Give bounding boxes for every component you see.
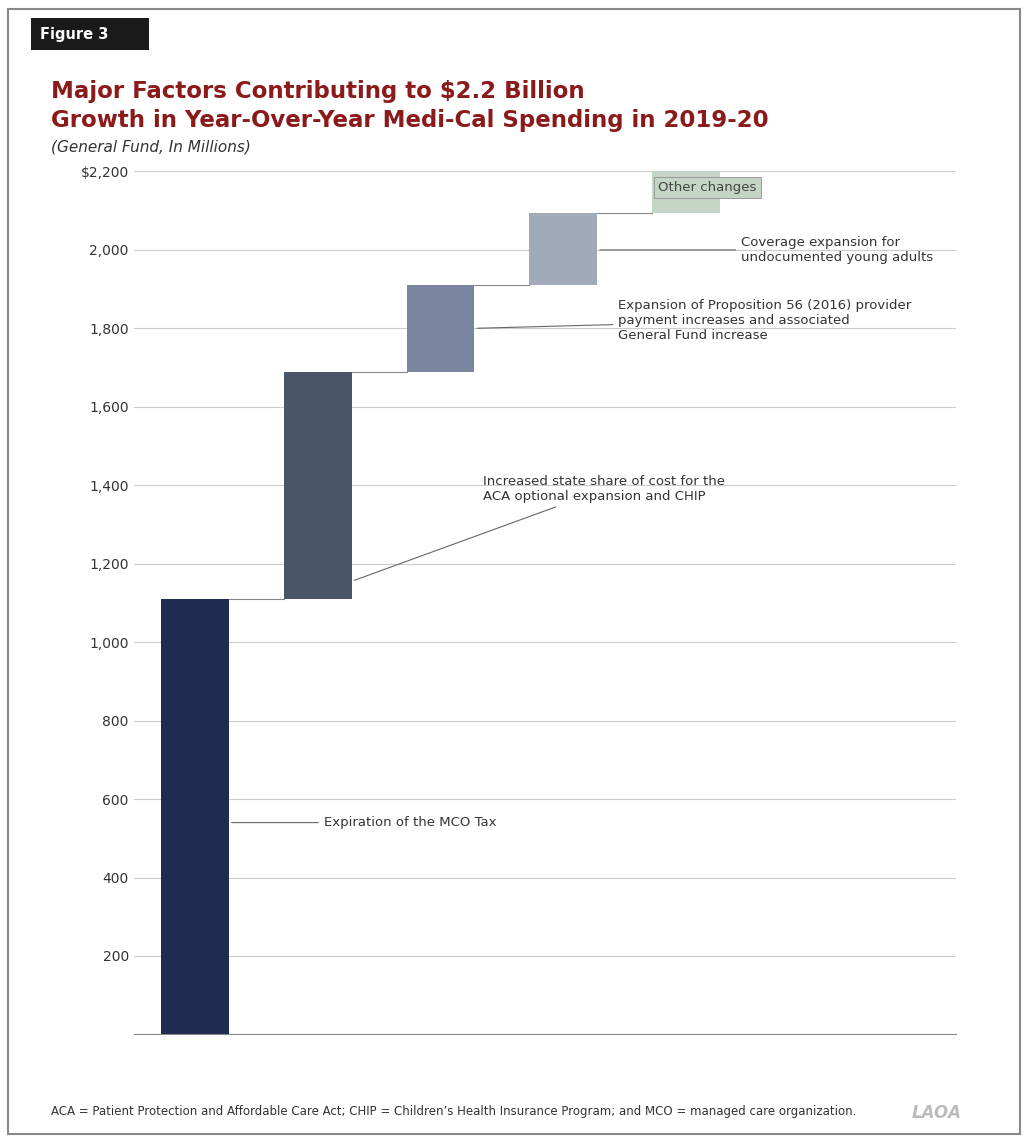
Text: ACA = Patient Protection and Affordable Care Act; CHIP = Children’s Health Insur: ACA = Patient Protection and Affordable … [51, 1105, 856, 1118]
Text: Major Factors Contributing to $2.2 Billion: Major Factors Contributing to $2.2 Billi… [51, 80, 585, 103]
Text: Growth in Year-Over-Year Medi-Cal Spending in 2019-20: Growth in Year-Over-Year Medi-Cal Spendi… [51, 109, 769, 131]
Bar [284, 371, 352, 599]
Bar [652, 171, 720, 213]
Text: Expiration of the MCO Tax: Expiration of the MCO Tax [231, 816, 497, 829]
Text: Figure 3: Figure 3 [40, 26, 109, 42]
Bar [161, 599, 229, 1034]
Text: Other changes: Other changes [658, 181, 757, 194]
Text: LAOA: LAOA [911, 1104, 961, 1122]
Bar [529, 213, 597, 286]
Text: (General Fund, In Millions): (General Fund, In Millions) [51, 139, 251, 154]
Bar [407, 286, 474, 371]
Text: Coverage expansion for
undocumented young adults: Coverage expansion for undocumented youn… [599, 235, 933, 264]
Text: Increased state share of cost for the
ACA optional expansion and CHIP: Increased state share of cost for the AC… [354, 475, 726, 581]
Text: Expansion of Proposition 56 (2016) provider
payment increases and associated
Gen: Expansion of Proposition 56 (2016) provi… [477, 299, 912, 342]
